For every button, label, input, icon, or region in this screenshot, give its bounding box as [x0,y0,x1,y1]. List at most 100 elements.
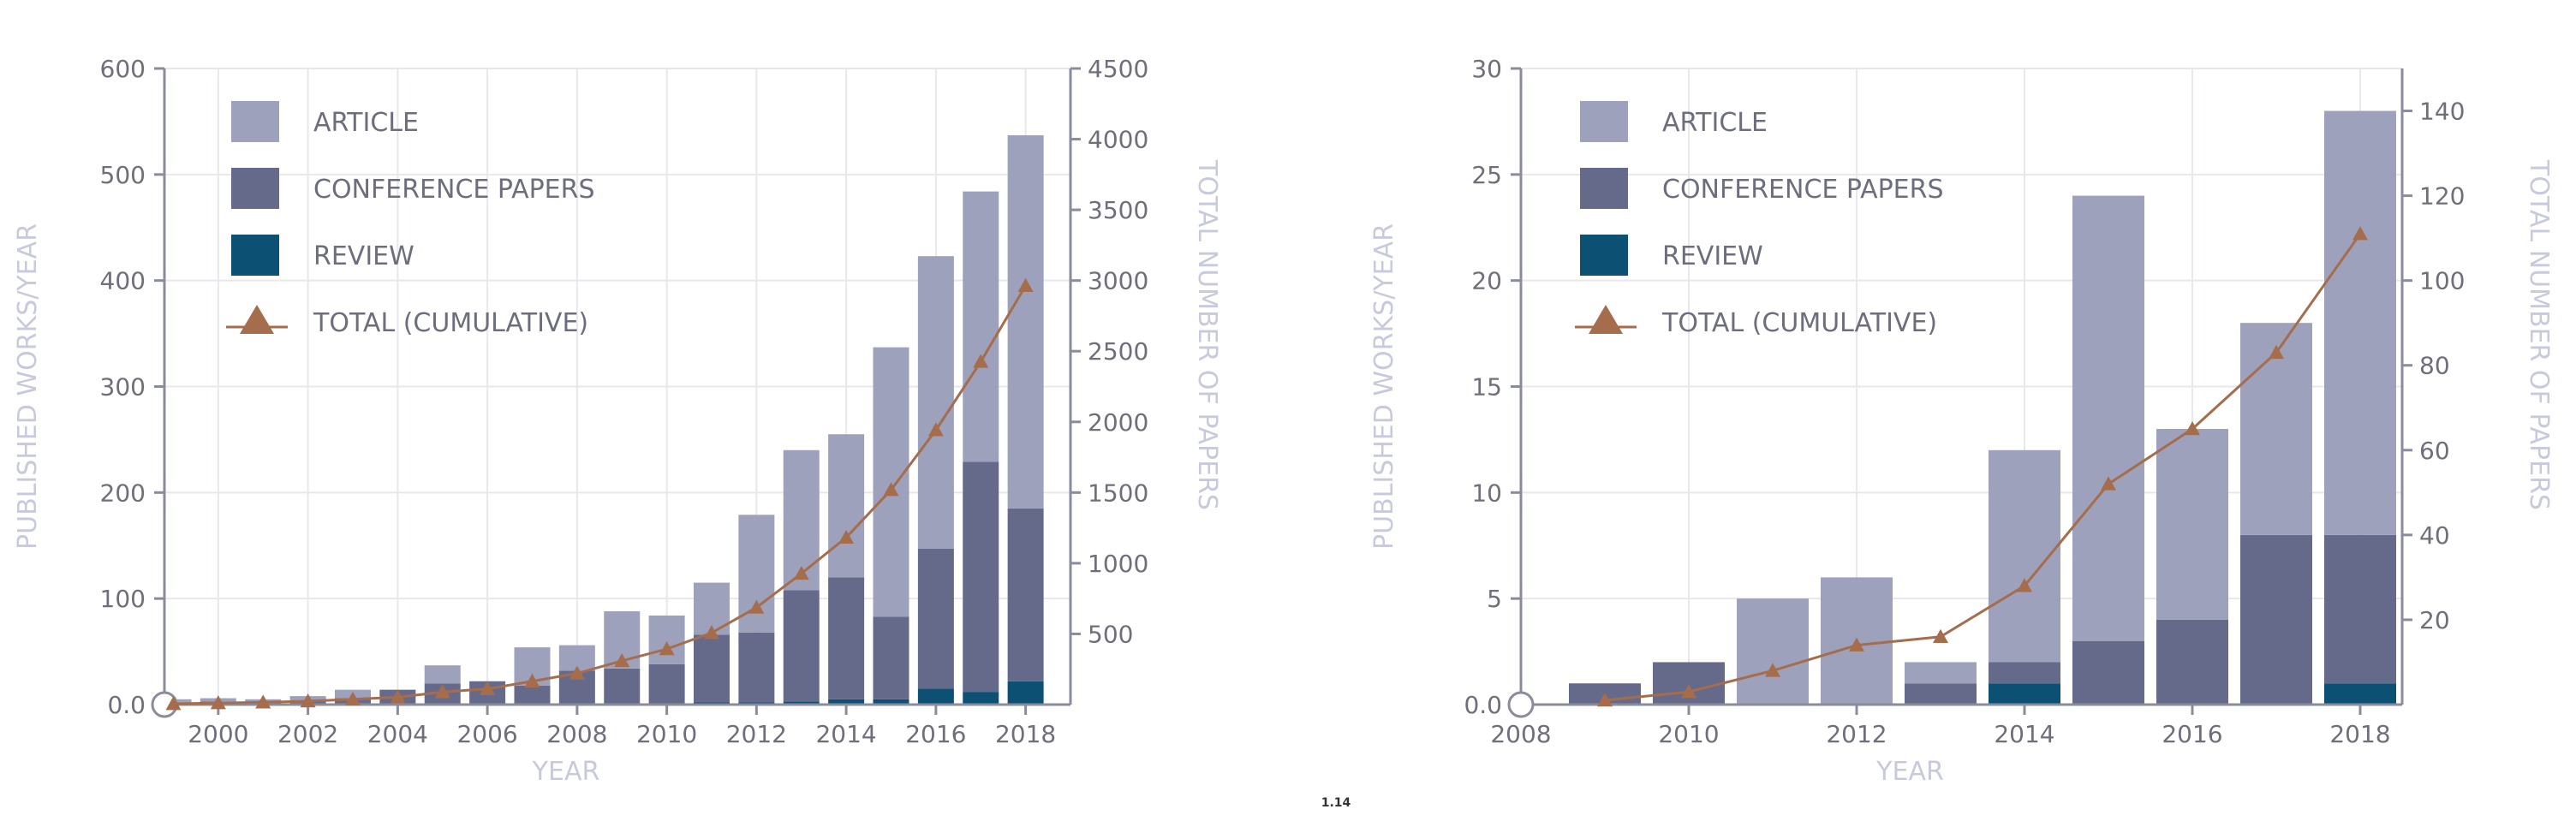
y2-tick-label: 2500 [1088,337,1148,366]
x-tick-label: 2016 [2162,720,2222,748]
x-tick-label: 2004 [367,720,428,748]
bar-review-2015 [873,699,909,705]
bar-conference-2007 [514,685,551,705]
bar-conference-2014 [1989,662,2060,684]
bar-conference-2014 [828,577,865,699]
legend-item-total: TOTAL (CUMULATIVE) [226,305,588,338]
bar-article-2005 [424,665,461,684]
x-tick-label: 2008 [1490,720,1551,748]
y-tick-label: 600 [100,55,146,83]
legend-swatch [1580,235,1628,276]
x-axis-title: YEAR [532,757,600,787]
total-point-2015 [2101,476,2116,491]
total-point-1999 [165,696,182,711]
bar-conference-2012 [738,632,775,703]
y2-tick-label: 1500 [1088,479,1148,507]
x-axis-title: YEAR [1875,757,1944,787]
y2-tick-label: 60 [2419,437,2450,465]
x-tick-label: 2000 [188,720,248,748]
bar-conference-2018 [1007,508,1044,681]
y2-tick-label: 120 [2419,182,2465,211]
y-axis-title: PUBLISHED WORKS/YEAR [13,223,43,550]
x-tick-label: 2018 [995,720,1056,748]
y2-axis-title: TOTAL NUMBER OF PAPERS [2524,159,2554,510]
legend-item-total: TOTAL (CUMULATIVE) [1575,305,1937,338]
legend-item-review: REVIEW [231,235,414,276]
y-tick-label: 100 [100,585,146,613]
legend-item-conference: CONFERENCE PAPERS [1580,168,1944,209]
bar-review-2016 [917,688,954,705]
total-point-2016 [927,422,944,437]
bar-article-2016 [2156,429,2228,620]
legend-label: TOTAL (CUMULATIVE) [1661,308,1937,338]
legend-label: TOTAL (CUMULATIVE) [313,308,588,338]
y2-tick-label: 500 [1088,620,1133,648]
y-tick-label: 20 [1471,267,1502,295]
total-point-2011 [1765,663,1780,677]
x-tick-label: 2008 [546,720,607,748]
bar-conference-2011 [693,634,730,703]
y-tick-label: 500 [100,161,146,189]
bar-article-2016 [917,256,954,549]
bar-conference-2015 [2072,640,2144,705]
chart-1: 0.0 100 200 300 400 500 600 500 1000 1500 2000 2500… [13,55,1222,787]
total-point-2001 [255,694,271,709]
bar-conference-2018 [2324,534,2396,684]
legend-label: REVIEW [1662,241,1763,271]
total-point-2014 [838,529,855,544]
total-point-2010 [1681,684,1696,699]
legend-triangle [1589,305,1623,334]
y-tick-label: 300 [100,373,146,402]
total-point-2017 [973,354,989,368]
total-point-2009 [614,652,630,668]
y2-tick-label: 4500 [1088,55,1148,83]
total-line [173,285,1027,705]
bar-article-2018 [1007,135,1044,509]
total-point-2013 [793,565,809,580]
bar-review-2014 [1989,683,2060,705]
x-tick-label: 2010 [636,720,697,748]
y2-tick-label: 3000 [1088,267,1148,295]
bar-review-2013 [783,701,820,705]
bar-article-2015 [873,347,909,617]
bar-article-2013 [1905,662,1977,684]
total-point-2013 [1933,628,1948,643]
legend-triangle [240,305,274,334]
y-tick-label: 10 [1471,479,1502,507]
y-tick-label: 0.0 [107,691,146,719]
bar-conference-2016 [917,548,954,689]
legend-label: ARTICLE [1662,108,1768,138]
legend-label: CONFERENCE PAPERS [1662,175,1944,205]
bar-article-2011 [1737,598,1809,705]
total-point-2004 [390,689,406,704]
y-axis-title: PUBLISHED WORKS/YEAR [1369,223,1399,550]
legend-item-conference: CONFERENCE PAPERS [231,168,595,209]
x-tick-label: 2014 [1994,720,2054,748]
total-point-2010 [659,641,675,656]
total-point-2006 [480,681,496,695]
bar-conference-2010 [648,663,685,705]
legend-swatch [231,101,279,142]
total-point-2008 [569,665,585,680]
y-tick-label: 5 [1487,585,1502,613]
x-tick-label: 2006 [456,720,517,748]
y2-tick-label: 4000 [1088,126,1148,154]
total-point-2015 [883,482,899,497]
y-tick-label: 400 [100,267,146,295]
page-number: 1.14 [1321,796,1351,810]
bar-conference-2017 [2240,534,2312,705]
y2-tick-label: 80 [2419,352,2450,380]
legend-item-review: REVIEW [1580,235,1763,276]
legend-swatch [1580,168,1628,209]
bar-article-2015 [2072,195,2144,641]
legend-item-article: ARTICLE [231,101,419,142]
x-tick-label: 2018 [2329,720,2390,748]
bar-conference-2015 [873,616,909,699]
y2-tick-label: 2000 [1088,408,1148,437]
total-point-2018 [2352,226,2368,241]
y2-tick-label: 20 [2419,606,2450,634]
x-tick-label: 2002 [277,720,338,748]
bar-review-2017 [963,692,999,705]
total-point-2014 [2017,578,2032,592]
y-tick-label: 15 [1471,373,1502,402]
